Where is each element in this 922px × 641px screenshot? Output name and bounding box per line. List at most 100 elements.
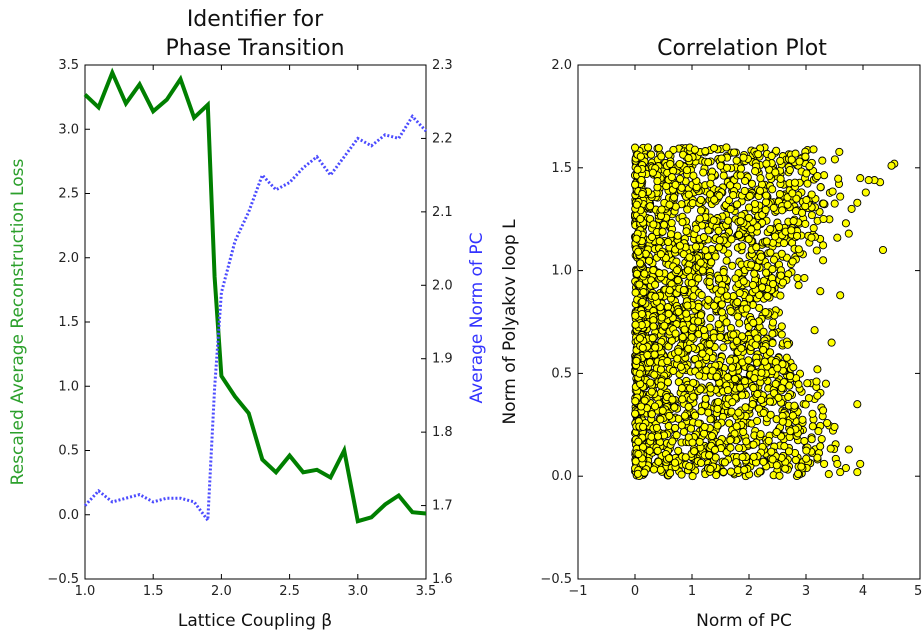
- scatter-point: [755, 186, 765, 195]
- scatter-point: [680, 325, 689, 334]
- scatter-point: [836, 468, 845, 477]
- scatter-point: [828, 187, 837, 196]
- scatter-point: [739, 153, 748, 162]
- scatter-point: [699, 233, 708, 242]
- scatter-point: [734, 443, 744, 453]
- scatter-point: [821, 379, 830, 388]
- corr-x-tick-label: 2: [745, 584, 753, 599]
- scatter-point: [802, 195, 811, 205]
- scatter-point: [853, 468, 862, 477]
- scatter-point: [836, 192, 845, 201]
- phase-x-tick-label: 2.0: [211, 584, 232, 599]
- scatter-point: [698, 349, 707, 358]
- scatter-point: [689, 171, 698, 180]
- scatter-point: [660, 220, 669, 229]
- corr-y-tick-label: 1.0: [551, 264, 572, 279]
- scatter-point: [750, 269, 759, 278]
- phase-y2-tick-label: 2.3: [432, 58, 453, 73]
- scatter-point: [663, 357, 672, 366]
- scatter-point: [711, 453, 720, 462]
- scatter-point: [680, 411, 689, 420]
- scatter-point: [853, 198, 862, 207]
- scatter-point: [717, 154, 726, 163]
- scatter-point: [697, 291, 706, 300]
- phase-x-tick-label: 3.5: [416, 584, 437, 599]
- scatter-point: [650, 402, 660, 411]
- scatter-point: [688, 438, 697, 447]
- scatter-point: [789, 216, 798, 226]
- scatter-point: [729, 330, 738, 339]
- phase-y2-tick-label: 2.1: [432, 205, 453, 220]
- scatter-point: [632, 269, 642, 278]
- scatter-point: [633, 165, 642, 174]
- scatter-point: [675, 241, 685, 250]
- scatter-point: [675, 159, 684, 169]
- scatter-point: [794, 281, 803, 290]
- phase-y-tick-label: 0.5: [58, 444, 79, 459]
- scatter-point: [687, 333, 696, 342]
- scatter-point: [695, 371, 704, 380]
- scatter-point: [645, 446, 654, 455]
- scatter-point: [706, 314, 715, 323]
- scatter-point: [710, 195, 719, 204]
- scatter-point: [749, 440, 758, 449]
- scatter-point: [636, 214, 645, 223]
- scatter-point: [672, 431, 681, 440]
- scatter-point: [785, 372, 795, 381]
- scatter-point: [654, 457, 663, 466]
- scatter-point: [678, 395, 687, 404]
- scatter-point: [656, 381, 665, 390]
- scatter-point: [778, 206, 787, 215]
- scatter-point: [760, 357, 769, 366]
- scatter-point: [650, 350, 659, 359]
- scatter-point: [864, 176, 873, 185]
- phase-chart-series: [83, 67, 428, 525]
- scatter-point: [818, 156, 827, 165]
- scatter-point: [696, 206, 706, 215]
- scatter-point: [673, 354, 682, 363]
- scatter-point: [740, 465, 749, 474]
- scatter-point: [761, 205, 770, 214]
- scatter-point: [750, 199, 759, 208]
- scatter-point: [700, 422, 709, 431]
- scatter-point: [638, 343, 647, 352]
- scatter-point: [705, 340, 714, 349]
- scatter-point: [757, 252, 766, 261]
- scatter-point: [802, 454, 811, 463]
- scatter-point: [707, 431, 717, 441]
- scatter-point: [748, 400, 757, 409]
- scatter-point: [714, 397, 723, 406]
- scatter-point: [781, 464, 790, 473]
- scatter-point: [754, 150, 763, 159]
- scatter-point: [772, 146, 781, 155]
- scatter-point: [689, 378, 698, 387]
- scatter-point: [768, 455, 777, 464]
- scatter-point: [651, 292, 660, 301]
- scatter-point: [711, 252, 720, 261]
- scatter-point: [655, 237, 664, 246]
- scatter-point: [771, 379, 780, 388]
- corr-y-tick-label: 1.5: [551, 161, 572, 176]
- scatter-point: [768, 265, 777, 274]
- scatter-point: [691, 411, 700, 420]
- scatter-point: [807, 211, 816, 220]
- scatter-point: [801, 219, 810, 228]
- scatter-point: [773, 364, 782, 373]
- scatter-point: [798, 208, 807, 217]
- scatter-point: [658, 227, 667, 236]
- scatter-point: [762, 237, 771, 246]
- scatter-point: [674, 446, 683, 455]
- scatter-point: [718, 308, 727, 317]
- scatter-point: [844, 445, 853, 454]
- reconstruction-loss-series-line: [83, 67, 427, 524]
- scatter-point: [722, 291, 731, 300]
- scatter-point: [647, 232, 657, 242]
- scatter-point: [776, 271, 785, 280]
- phase-y2-tick-label: 1.8: [432, 425, 453, 440]
- scatter-point: [820, 459, 829, 468]
- scatter-point: [775, 471, 784, 480]
- scatter-point: [676, 362, 686, 371]
- phase-chart-ticks: 1.0 1.5 2.0 2.5 3.0 3.5 −0.5 0.0 0.5 1.0 1.5 2.0 2.5…: [47, 58, 452, 599]
- scatter-point: [793, 273, 802, 283]
- scatter-point: [678, 333, 687, 342]
